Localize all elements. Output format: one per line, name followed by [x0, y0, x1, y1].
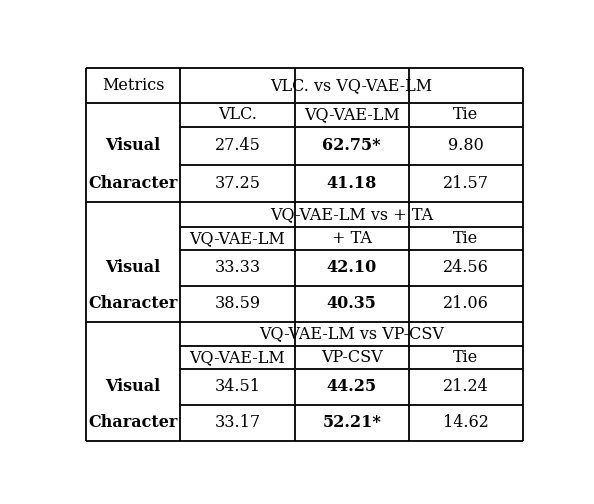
Text: 21.06: 21.06 [443, 295, 489, 312]
Text: 37.25: 37.25 [214, 175, 261, 192]
Text: 41.18: 41.18 [327, 175, 377, 192]
Text: VLC.: VLC. [218, 106, 257, 123]
Text: 33.33: 33.33 [214, 259, 261, 276]
Text: VQ-VAE-LM vs + TA: VQ-VAE-LM vs + TA [270, 206, 433, 223]
Text: Visual: Visual [106, 259, 161, 276]
Text: + TA: + TA [332, 230, 372, 246]
Text: 27.45: 27.45 [214, 137, 260, 154]
Text: 42.10: 42.10 [327, 259, 377, 276]
Text: 24.56: 24.56 [443, 259, 489, 276]
Text: Character: Character [89, 175, 178, 192]
Text: Visual: Visual [106, 137, 161, 154]
Text: 14.62: 14.62 [443, 414, 489, 431]
Text: VQ-VAE-LM: VQ-VAE-LM [189, 349, 285, 366]
Text: 21.57: 21.57 [443, 175, 489, 192]
Text: Visual: Visual [106, 379, 161, 396]
Text: 44.25: 44.25 [327, 379, 377, 396]
Text: 38.59: 38.59 [214, 295, 261, 312]
Text: 9.80: 9.80 [448, 137, 484, 154]
Text: VQ-VAE-LM vs VP-CSV: VQ-VAE-LM vs VP-CSV [259, 325, 444, 342]
Text: Tie: Tie [453, 230, 479, 246]
Text: Metrics: Metrics [102, 77, 165, 94]
Text: Character: Character [89, 295, 178, 312]
Text: 62.75*: 62.75* [323, 137, 381, 154]
Text: Tie: Tie [453, 349, 479, 366]
Text: 52.21*: 52.21* [323, 414, 381, 431]
Text: 34.51: 34.51 [214, 379, 261, 396]
Text: VQ-VAE-LM: VQ-VAE-LM [304, 106, 400, 123]
Text: VLC. vs VQ-VAE-LM: VLC. vs VQ-VAE-LM [271, 77, 433, 94]
Text: 33.17: 33.17 [214, 414, 261, 431]
Text: Tie: Tie [453, 106, 479, 123]
Text: VQ-VAE-LM: VQ-VAE-LM [189, 230, 285, 246]
Text: Character: Character [89, 414, 178, 431]
Text: 21.24: 21.24 [443, 379, 489, 396]
Text: VP-CSV: VP-CSV [321, 349, 383, 366]
Text: 40.35: 40.35 [327, 295, 377, 312]
